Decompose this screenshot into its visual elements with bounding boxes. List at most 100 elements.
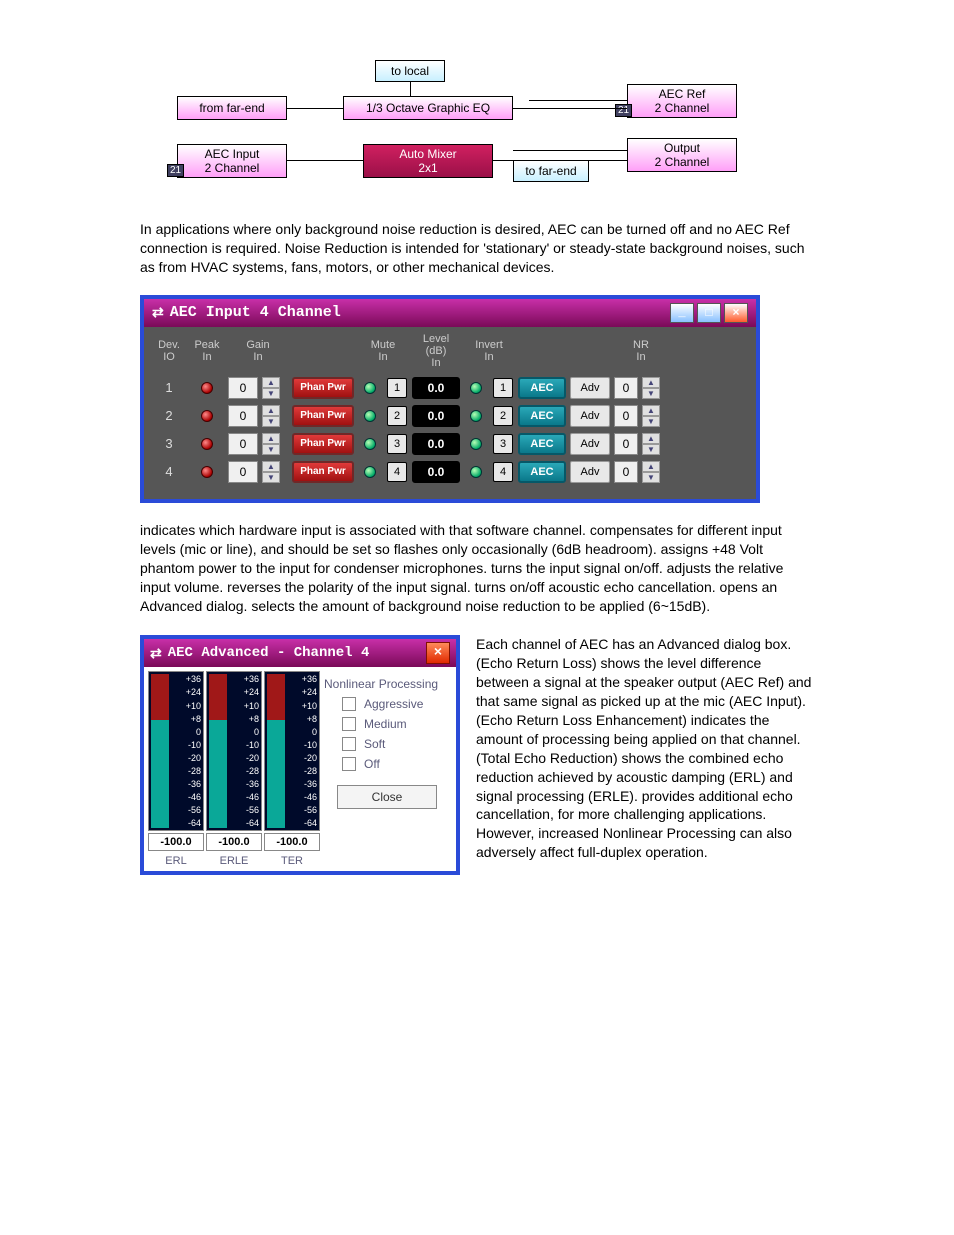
mute-led[interactable]	[358, 382, 382, 394]
peak-led	[190, 382, 224, 394]
aec-button[interactable]: AEC	[518, 377, 566, 399]
level-display[interactable]: 0.0	[412, 405, 460, 427]
nr-spinner[interactable]: ▲▼	[642, 461, 660, 483]
gain-field[interactable]: 0	[228, 461, 258, 483]
channel-row: 20▲▼Phan Pwr20.02AECAdv0▲▼	[152, 405, 748, 427]
meter-readout: -100.0	[206, 833, 262, 851]
mute-index[interactable]: 4	[387, 462, 407, 482]
nlp-option-row[interactable]: Off	[342, 757, 450, 771]
paragraph-advanced-description: Each channel of AEC has an Advanced dial…	[476, 635, 814, 862]
level-display[interactable]: 0.0	[412, 461, 460, 483]
hdr-level-in: Level (dB) In	[412, 333, 460, 369]
gain-field[interactable]: 0	[228, 405, 258, 427]
invert-index[interactable]: 1	[493, 378, 513, 398]
meter-bar	[209, 674, 227, 828]
nr-spinner[interactable]: ▲▼	[642, 405, 660, 427]
nr-spinner[interactable]: ▲▼	[642, 377, 660, 399]
maximize-button[interactable]: □	[697, 303, 721, 323]
gain-field[interactable]: 0	[228, 433, 258, 455]
channel-row: 40▲▼Phan Pwr40.04AECAdv0▲▼	[152, 461, 748, 483]
aec-advanced-panel: ⇄ AEC Advanced - Channel 4 × +36+24+10+8…	[140, 635, 460, 875]
channel-number: 4	[152, 464, 186, 479]
meter-readout: -100.0	[148, 833, 204, 851]
paragraph-noise-reduction: In applications where only background no…	[140, 220, 814, 277]
gain-spinner[interactable]: ▲▼	[262, 377, 280, 399]
meter-labels: +36+24+10+80-10-20-28-36-46-56-64	[229, 672, 261, 830]
invert-index[interactable]: 2	[493, 406, 513, 426]
aec-button[interactable]: AEC	[518, 461, 566, 483]
meter-scale: +36+24+10+80-10-20-28-36-46-56-64	[148, 671, 204, 831]
nlp-option-label: Soft	[364, 737, 385, 751]
checkbox[interactable]	[342, 737, 356, 751]
nr-field[interactable]: 0	[614, 461, 638, 483]
box-aec-ref: AEC Ref 2 Channel	[627, 84, 737, 118]
phantom-power-button[interactable]: Phan Pwr	[292, 433, 354, 455]
checkbox[interactable]	[342, 757, 356, 771]
minimize-button[interactable]: _	[670, 303, 694, 323]
mute-led[interactable]	[358, 466, 382, 478]
invert-index[interactable]: 3	[493, 434, 513, 454]
nlp-option-row[interactable]: Soft	[342, 737, 450, 751]
adv-close-button[interactable]: ×	[426, 642, 450, 664]
meter-name: ERL	[148, 855, 204, 867]
nr-spinner[interactable]: ▲▼	[642, 433, 660, 455]
checkbox[interactable]	[342, 697, 356, 711]
mute-index[interactable]: 3	[387, 434, 407, 454]
adv-button[interactable]: Adv	[570, 405, 610, 427]
panel-header-row: Dev. IO Peak In Gain In Mute In Level (d…	[152, 333, 748, 369]
nr-field[interactable]: 0	[614, 405, 638, 427]
adv-button[interactable]: Adv	[570, 461, 610, 483]
mute-index[interactable]: 2	[387, 406, 407, 426]
peak-led	[190, 438, 224, 450]
phantom-power-button[interactable]: Phan Pwr	[292, 405, 354, 427]
level-display[interactable]: 0.0	[412, 433, 460, 455]
invert-led[interactable]	[464, 466, 488, 478]
nlp-option-label: Aggressive	[364, 697, 423, 711]
adv-dialog-close-button[interactable]: Close	[337, 785, 437, 809]
nlp-option-row[interactable]: Aggressive	[342, 697, 450, 711]
meter-bar	[151, 674, 169, 828]
nlp-option-label: Off	[364, 757, 380, 771]
phantom-power-button[interactable]: Phan Pwr	[292, 461, 354, 483]
gain-spinner[interactable]: ▲▼	[262, 461, 280, 483]
box-output: Output 2 Channel	[627, 138, 737, 172]
nlp-option-label: Medium	[364, 717, 407, 731]
mute-index[interactable]: 1	[387, 378, 407, 398]
phantom-power-button[interactable]: Phan Pwr	[292, 377, 354, 399]
nr-field[interactable]: 0	[614, 377, 638, 399]
hdr-dev-io: Dev. IO	[152, 339, 186, 363]
nlp-title: Nonlinear Processing	[324, 677, 450, 691]
meter-readout: -100.0	[264, 833, 320, 851]
mute-led[interactable]	[358, 410, 382, 422]
invert-index[interactable]: 4	[493, 462, 513, 482]
gain-spinner[interactable]: ▲▼	[262, 433, 280, 455]
peak-led	[190, 466, 224, 478]
checkbox[interactable]	[342, 717, 356, 731]
invert-led[interactable]	[464, 382, 488, 394]
box-aec-input: AEC Input 2 Channel	[177, 144, 287, 178]
box-eq: 1/3 Octave Graphic EQ	[343, 96, 513, 120]
box-auto-mixer: Auto Mixer 2x1	[363, 144, 493, 178]
invert-led[interactable]	[464, 438, 488, 450]
meter-name: TER	[264, 855, 320, 867]
nlp-option-row[interactable]: Medium	[342, 717, 450, 731]
mute-led[interactable]	[358, 438, 382, 450]
meter-name: ERLE	[206, 855, 262, 867]
box-to-far-end: to far-end	[513, 160, 589, 182]
adv-button[interactable]: Adv	[570, 377, 610, 399]
adv-button[interactable]: Adv	[570, 433, 610, 455]
level-display[interactable]: 0.0	[412, 377, 460, 399]
close-button[interactable]: ×	[724, 303, 748, 323]
aec-button[interactable]: AEC	[518, 405, 566, 427]
meter-column: +36+24+10+80-10-20-28-36-46-56-64 -100.0 T…	[264, 671, 320, 867]
gain-field[interactable]: 0	[228, 377, 258, 399]
nr-field[interactable]: 0	[614, 433, 638, 455]
arrows-icon: ⇄	[150, 645, 162, 662]
box-from-far-end: from far-end	[177, 96, 287, 120]
aec-button[interactable]: AEC	[518, 433, 566, 455]
meter-labels: +36+24+10+80-10-20-28-36-46-56-64	[287, 672, 319, 830]
invert-led[interactable]	[464, 410, 488, 422]
gain-spinner[interactable]: ▲▼	[262, 405, 280, 427]
meter-bar	[267, 674, 285, 828]
arrows-icon: ⇄	[152, 304, 164, 321]
